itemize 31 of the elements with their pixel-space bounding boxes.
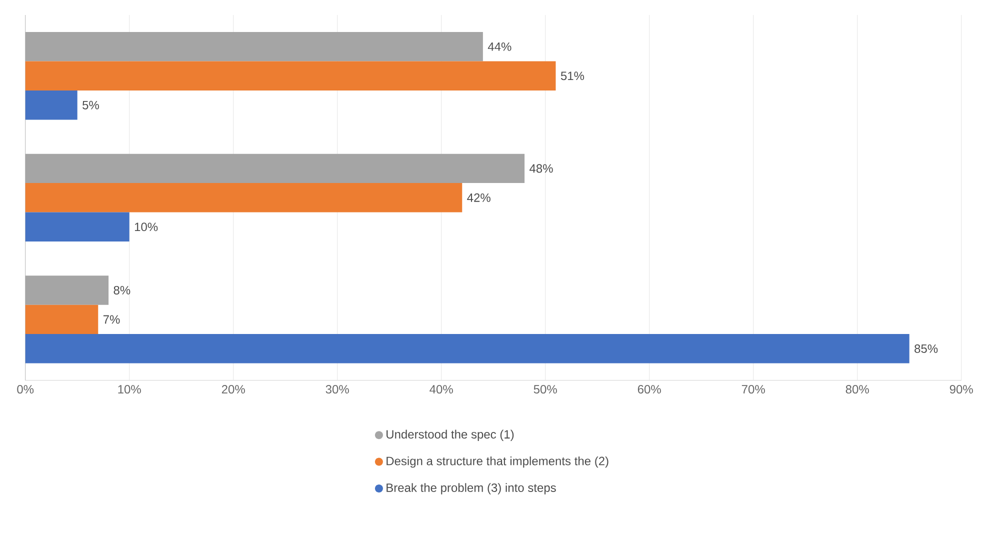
x-tick-label: 70%: [742, 385, 765, 394]
x-tick-label: 20%: [222, 385, 245, 394]
bar: [25, 276, 109, 305]
legend-label: Design a structure that implements the (2): [386, 456, 608, 468]
legend-label: Break the problem (3) into steps: [386, 483, 556, 494]
data-label: 42%: [467, 193, 490, 202]
legend-label: Understood the spec (1): [386, 430, 514, 441]
data-label: 10%: [134, 222, 158, 232]
x-tick-label: 10%: [118, 385, 141, 394]
x-tick-label: 90%: [950, 385, 973, 394]
bar: [25, 304, 98, 334]
bar: [25, 334, 910, 364]
data-label: 44%: [488, 42, 512, 51]
bar: [25, 90, 78, 120]
data-label: 85%: [914, 344, 938, 353]
bar: [25, 61, 556, 90]
x-tick-label: 50%: [534, 385, 557, 394]
x-tick-label: 30%: [326, 385, 349, 394]
x-tick-label: 80%: [846, 385, 869, 394]
x-tick-label: 40%: [430, 385, 453, 394]
data-label: 48%: [530, 164, 553, 173]
bar: [25, 183, 462, 212]
data-label: 7%: [103, 315, 120, 324]
data-label: 8%: [114, 286, 130, 294]
data-label: 5%: [82, 100, 99, 110]
bar: [25, 212, 130, 242]
x-tick-label: 60%: [638, 385, 661, 394]
data-label: 51%: [560, 72, 584, 80]
bar: [25, 32, 483, 62]
x-tick-label: 0%: [17, 385, 34, 394]
bar: [25, 154, 525, 184]
